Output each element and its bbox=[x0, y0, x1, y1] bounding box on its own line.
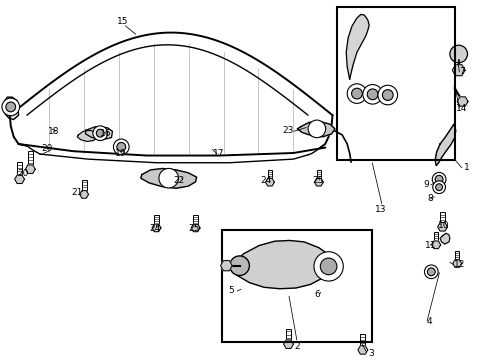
Ellipse shape bbox=[427, 268, 434, 276]
Text: 20: 20 bbox=[17, 169, 29, 178]
Text: 5: 5 bbox=[227, 286, 233, 295]
Polygon shape bbox=[439, 233, 449, 244]
Polygon shape bbox=[265, 178, 274, 186]
Text: 18: 18 bbox=[48, 127, 60, 136]
Text: 9: 9 bbox=[423, 180, 428, 189]
Polygon shape bbox=[314, 178, 323, 186]
Text: 13: 13 bbox=[374, 205, 386, 214]
Text: 6: 6 bbox=[313, 289, 319, 299]
Bar bbox=[222, 230, 371, 342]
Ellipse shape bbox=[6, 102, 16, 112]
Bar bbox=[193, 215, 197, 228]
Ellipse shape bbox=[117, 143, 125, 151]
Bar bbox=[154, 215, 158, 228]
Bar bbox=[17, 162, 22, 180]
Text: 4: 4 bbox=[426, 317, 431, 325]
Ellipse shape bbox=[113, 139, 129, 155]
Text: 12: 12 bbox=[453, 260, 465, 269]
Polygon shape bbox=[5, 97, 19, 120]
Ellipse shape bbox=[434, 175, 442, 183]
Polygon shape bbox=[434, 124, 455, 166]
Text: 8: 8 bbox=[427, 194, 432, 203]
Ellipse shape bbox=[362, 85, 382, 104]
Text: 15: 15 bbox=[116, 17, 128, 26]
Bar bbox=[316, 170, 321, 183]
Text: 25: 25 bbox=[188, 224, 200, 233]
Text: 25: 25 bbox=[311, 176, 323, 185]
Text: 20: 20 bbox=[41, 144, 53, 153]
Text: 2: 2 bbox=[294, 342, 300, 351]
Polygon shape bbox=[456, 97, 467, 106]
Polygon shape bbox=[346, 14, 368, 79]
Polygon shape bbox=[220, 261, 232, 271]
Polygon shape bbox=[357, 346, 367, 354]
Bar bbox=[337, 7, 454, 160]
Ellipse shape bbox=[313, 252, 343, 281]
Ellipse shape bbox=[96, 129, 104, 137]
Polygon shape bbox=[80, 190, 88, 198]
Ellipse shape bbox=[159, 168, 178, 188]
Polygon shape bbox=[227, 240, 336, 289]
Ellipse shape bbox=[93, 126, 107, 140]
Bar bbox=[433, 232, 437, 245]
Ellipse shape bbox=[366, 89, 377, 100]
Ellipse shape bbox=[432, 181, 445, 194]
Text: 3: 3 bbox=[367, 349, 373, 358]
Bar bbox=[454, 251, 459, 264]
Polygon shape bbox=[431, 241, 440, 249]
Ellipse shape bbox=[346, 84, 366, 103]
Bar bbox=[285, 329, 290, 347]
Polygon shape bbox=[152, 224, 161, 232]
Polygon shape bbox=[283, 340, 293, 348]
Ellipse shape bbox=[320, 258, 336, 275]
Bar bbox=[267, 170, 272, 183]
Ellipse shape bbox=[382, 90, 392, 100]
Ellipse shape bbox=[431, 172, 445, 186]
Polygon shape bbox=[77, 130, 98, 141]
Ellipse shape bbox=[307, 120, 325, 138]
Polygon shape bbox=[191, 224, 200, 232]
Ellipse shape bbox=[435, 184, 442, 191]
Polygon shape bbox=[297, 122, 334, 137]
Bar bbox=[28, 151, 33, 169]
Ellipse shape bbox=[351, 88, 362, 99]
Text: 14: 14 bbox=[455, 104, 467, 113]
Text: 24: 24 bbox=[259, 176, 271, 185]
Polygon shape bbox=[452, 260, 461, 267]
Text: 10: 10 bbox=[437, 221, 448, 230]
Polygon shape bbox=[141, 168, 196, 188]
Bar bbox=[81, 180, 86, 195]
Ellipse shape bbox=[424, 265, 437, 279]
Text: 21: 21 bbox=[71, 188, 82, 197]
Text: 16: 16 bbox=[100, 129, 111, 138]
Text: 22: 22 bbox=[173, 176, 184, 185]
Bar bbox=[439, 212, 444, 227]
Text: 23: 23 bbox=[282, 126, 294, 135]
Text: 1: 1 bbox=[463, 163, 469, 172]
Ellipse shape bbox=[2, 98, 20, 116]
Ellipse shape bbox=[377, 85, 397, 105]
Text: 7: 7 bbox=[458, 68, 464, 77]
Ellipse shape bbox=[229, 256, 249, 275]
Polygon shape bbox=[15, 175, 24, 184]
Bar bbox=[360, 334, 365, 351]
Text: 19: 19 bbox=[115, 149, 126, 158]
Text: 24: 24 bbox=[148, 224, 160, 233]
Polygon shape bbox=[451, 65, 464, 76]
Polygon shape bbox=[25, 165, 35, 174]
Ellipse shape bbox=[449, 45, 467, 63]
Text: 17: 17 bbox=[212, 149, 224, 158]
Polygon shape bbox=[85, 127, 112, 140]
Text: 11: 11 bbox=[424, 241, 435, 250]
Polygon shape bbox=[437, 222, 447, 231]
